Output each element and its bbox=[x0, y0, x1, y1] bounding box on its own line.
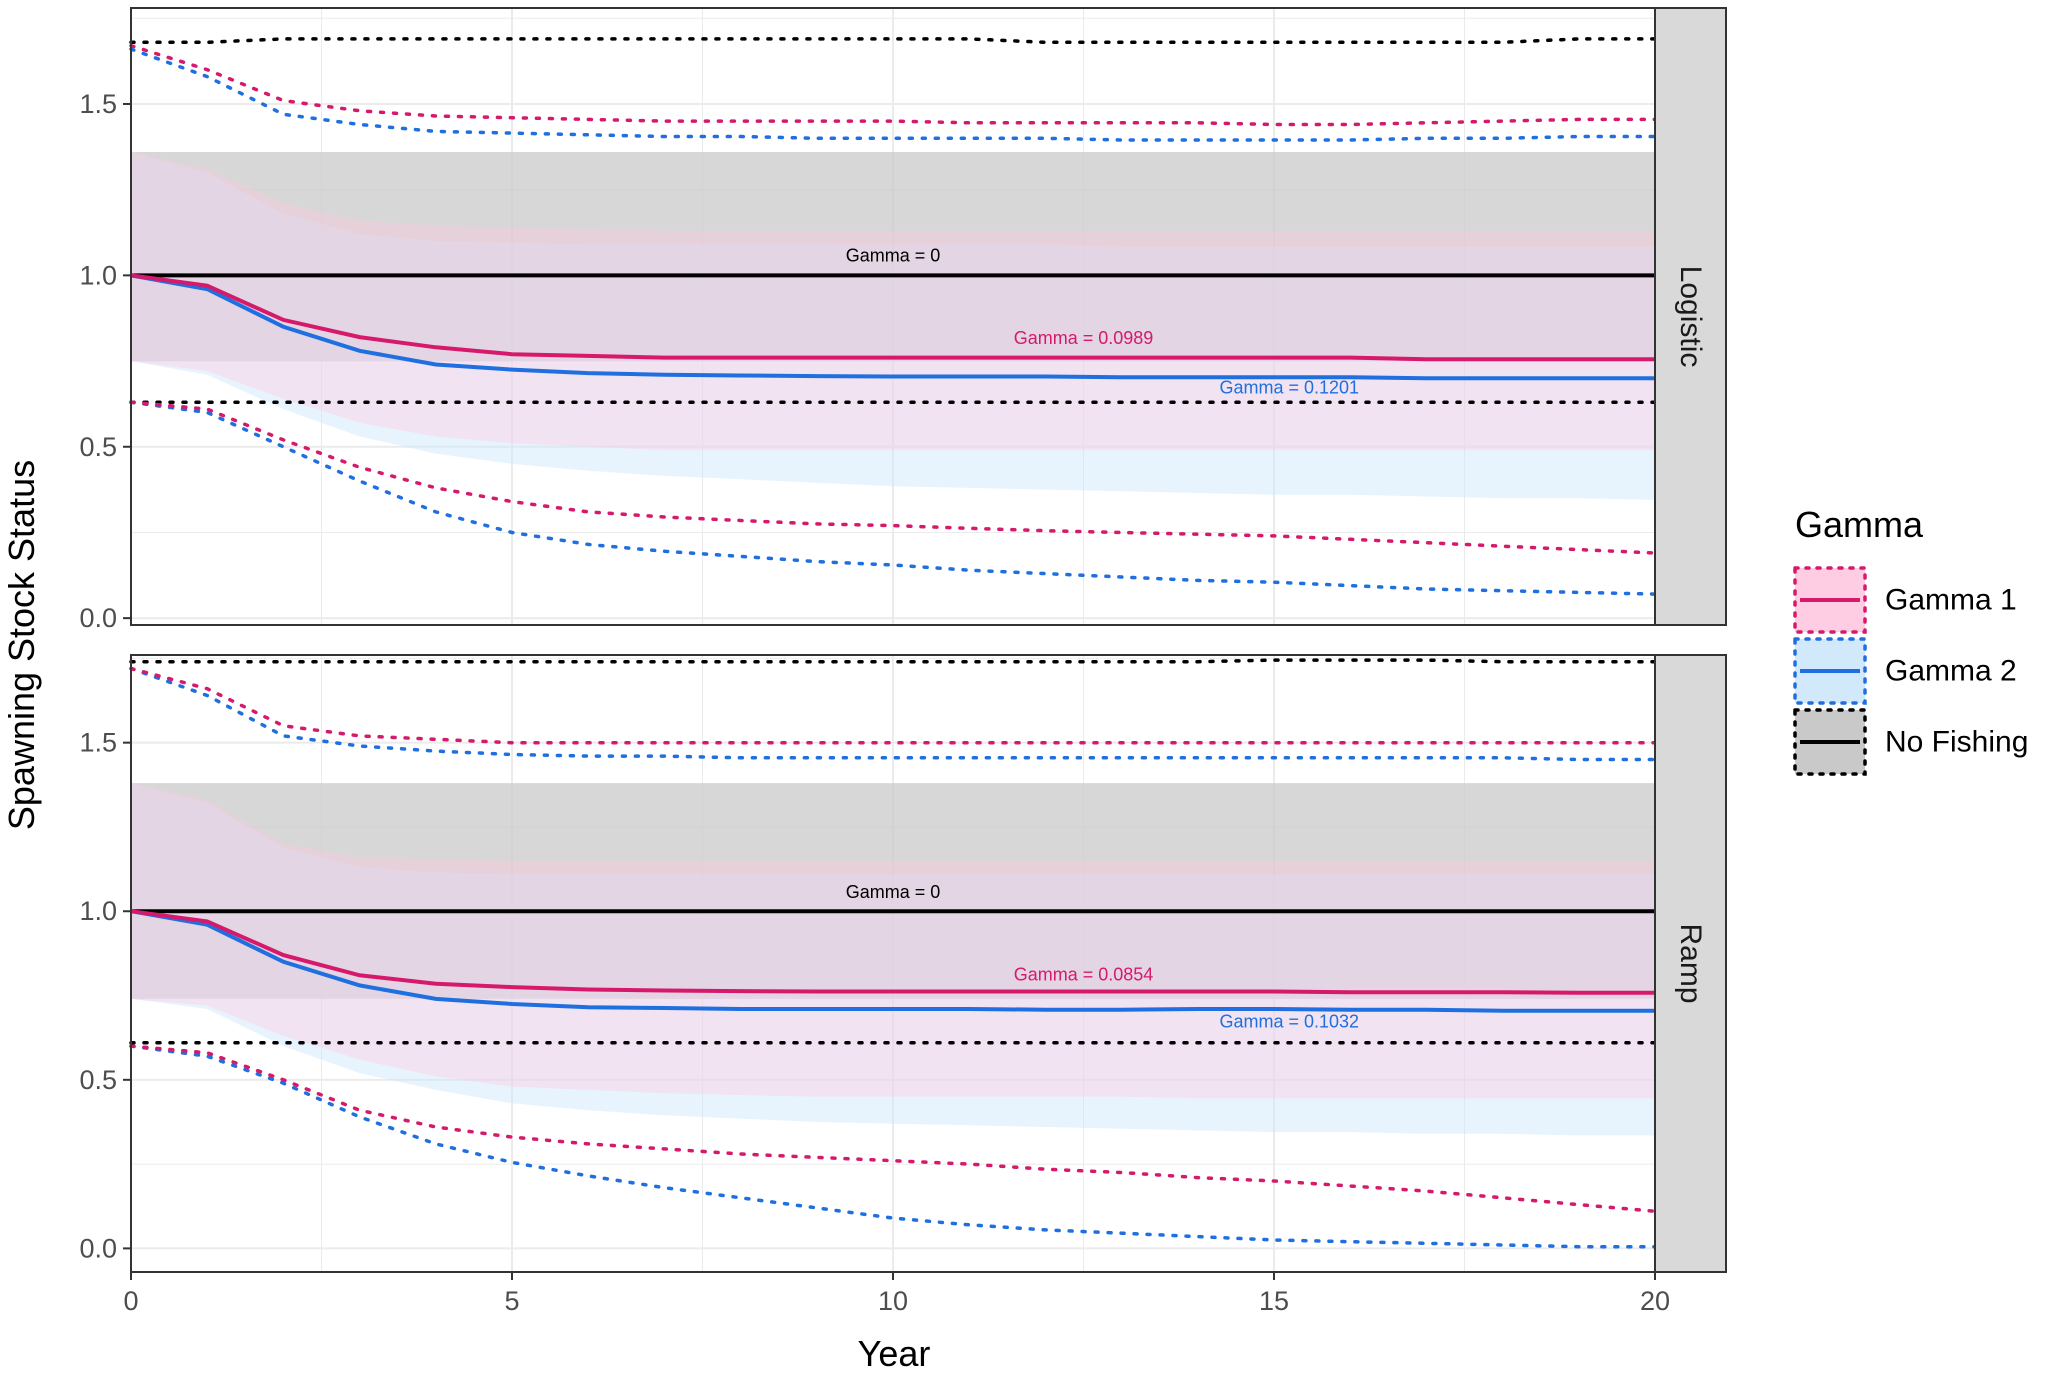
ribbon-g2 bbox=[131, 152, 1655, 500]
legend-title: Gamma bbox=[1795, 504, 1924, 545]
legend: Gamma Gamma 1 Gamma 2 No Fishing bbox=[1793, 504, 2028, 776]
y-axis-ticks: 0.0 0.5 1.0 1.5 bbox=[79, 728, 131, 1263]
panel-ramp: Gamma = 0 Gamma = 0.0854 Gamma = 0.1032 Ram… bbox=[79, 654, 1727, 1316]
y-tick-label: 1.5 bbox=[79, 89, 117, 119]
facet-strip bbox=[1654, 7, 1727, 626]
y-tick-label: 0.5 bbox=[79, 1065, 117, 1095]
x-axis-title: Year bbox=[858, 1333, 931, 1374]
axis-titles: Year Spawning Stock Status bbox=[1, 460, 930, 1374]
legend-item-g2: Gamma 2 bbox=[1793, 637, 2017, 705]
facet-strip bbox=[1654, 654, 1727, 1273]
bound-line-g1-upper bbox=[129, 43, 1657, 127]
panel-logistic: Gamma = 0 Gamma = 0.0989 Gamma = 0.1201 Log… bbox=[79, 7, 1727, 633]
ribbon-nf bbox=[131, 783, 1655, 999]
ribbon-nf bbox=[131, 152, 1655, 362]
annotation-g1: Gamma = 0.0854 bbox=[1014, 964, 1154, 984]
median-line-g1 bbox=[130, 273, 1655, 362]
median-line-g1 bbox=[130, 909, 1655, 995]
median-line-g2 bbox=[130, 909, 1655, 1013]
facet-strip-label: Logistic bbox=[1674, 266, 1707, 368]
x-tick-label: 15 bbox=[1259, 1286, 1289, 1316]
bound-line-g2-lower bbox=[129, 400, 1657, 596]
y-tick-label: 1.5 bbox=[79, 728, 117, 758]
y-axis-ticks: 0.0 0.5 1.0 1.5 bbox=[79, 89, 131, 633]
y-tick-label: 0.0 bbox=[79, 1233, 117, 1263]
bound-line-g1-lower bbox=[129, 400, 1657, 555]
legend-item-g1: Gamma 1 bbox=[1793, 566, 2017, 634]
facet-strip-label: Ramp bbox=[1674, 923, 1707, 1003]
annotation-nf: Gamma = 0 bbox=[846, 882, 941, 902]
x-tick-label: 0 bbox=[123, 1286, 138, 1316]
annotation-g2: Gamma = 0.1201 bbox=[1219, 378, 1359, 398]
bound-line-g2-upper bbox=[129, 666, 1657, 762]
annotation-g1: Gamma = 0.0989 bbox=[1014, 328, 1154, 348]
x-tick-label: 5 bbox=[504, 1286, 519, 1316]
y-tick-label: 0.5 bbox=[79, 432, 117, 462]
y-axis-title: Spawning Stock Status bbox=[1, 460, 42, 830]
y-tick-label: 1.0 bbox=[79, 260, 117, 290]
annotation-nf: Gamma = 0 bbox=[846, 246, 941, 266]
ribbon-g2 bbox=[131, 783, 1655, 1136]
x-tick-label: 10 bbox=[878, 1286, 908, 1316]
x-tick-label: 20 bbox=[1640, 1286, 1670, 1316]
median-line-g2 bbox=[130, 273, 1655, 381]
legend-label: Gamma 1 bbox=[1885, 584, 2017, 617]
x-axis-ticks: 0 5 10 15 20 bbox=[123, 1272, 1670, 1316]
legend-label: No Fishing bbox=[1885, 726, 2028, 759]
annotation-g2: Gamma = 0.1032 bbox=[1219, 1012, 1359, 1032]
ribbon-g1 bbox=[131, 783, 1655, 1099]
legend-item-nf: No Fishing bbox=[1793, 708, 2028, 776]
y-tick-label: 0.0 bbox=[79, 603, 117, 633]
y-tick-label: 1.0 bbox=[79, 896, 117, 926]
chart-panels: Gamma = 0 Gamma = 0.0989 Gamma = 0.1201 Log… bbox=[79, 7, 1727, 1316]
legend-label: Gamma 2 bbox=[1885, 655, 2017, 688]
